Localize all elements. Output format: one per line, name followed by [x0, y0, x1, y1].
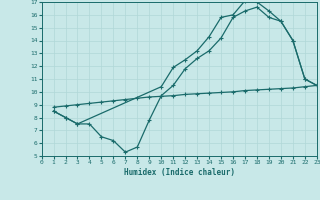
- X-axis label: Humidex (Indice chaleur): Humidex (Indice chaleur): [124, 168, 235, 177]
